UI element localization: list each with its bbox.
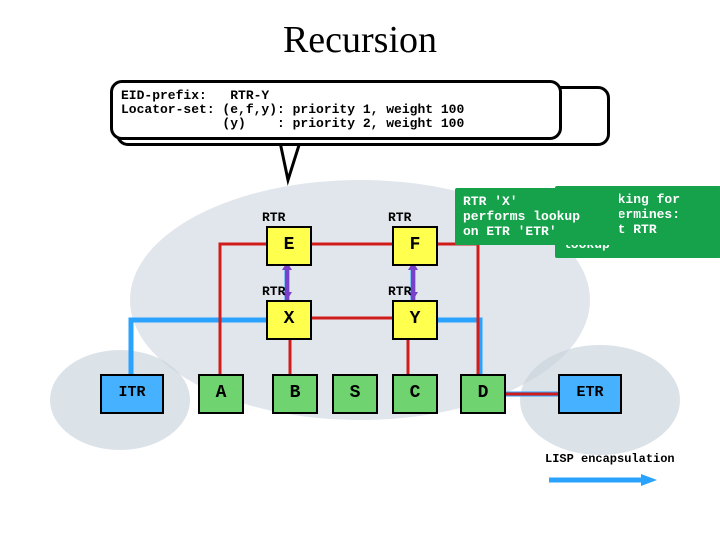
blue-lines: [131, 226, 588, 394]
bubble-tails: [280, 142, 300, 180]
node-d: D: [460, 374, 506, 414]
rtr-label-y: RTR: [388, 284, 411, 299]
callout-rtr-x: RTR 'X' performs lookup on ETR 'ETR': [455, 188, 619, 245]
node-b: B: [272, 374, 318, 414]
node-a: A: [198, 374, 244, 414]
node-etr: ETR: [558, 374, 622, 414]
legend-arrow-icon: [545, 470, 705, 490]
recursion-diagram: { "title": "Recursion", "bubbles": { "fr…: [0, 0, 720, 540]
legend-label: LISP encapsulation: [545, 452, 675, 466]
mapping-entry-rtr-y: EID-prefix: RTR-Y Locator-set: (e,f,y): …: [110, 80, 562, 140]
node-x: X: [266, 300, 312, 340]
rtr-label-e: RTR: [262, 210, 285, 225]
rtr-label-f: RTR: [388, 210, 411, 225]
red-lines: [198, 244, 558, 394]
rtr-label-x: RTR: [262, 284, 285, 299]
node-s: S: [332, 374, 378, 414]
node-f: F: [392, 226, 438, 266]
legend-lisp-encap: LISP encapsulation: [545, 452, 705, 490]
node-e: E: [266, 226, 312, 266]
node-y: Y: [392, 300, 438, 340]
node-c: C: [392, 374, 438, 414]
slide-title: Recursion: [0, 18, 720, 62]
node-itr: ITR: [100, 374, 164, 414]
